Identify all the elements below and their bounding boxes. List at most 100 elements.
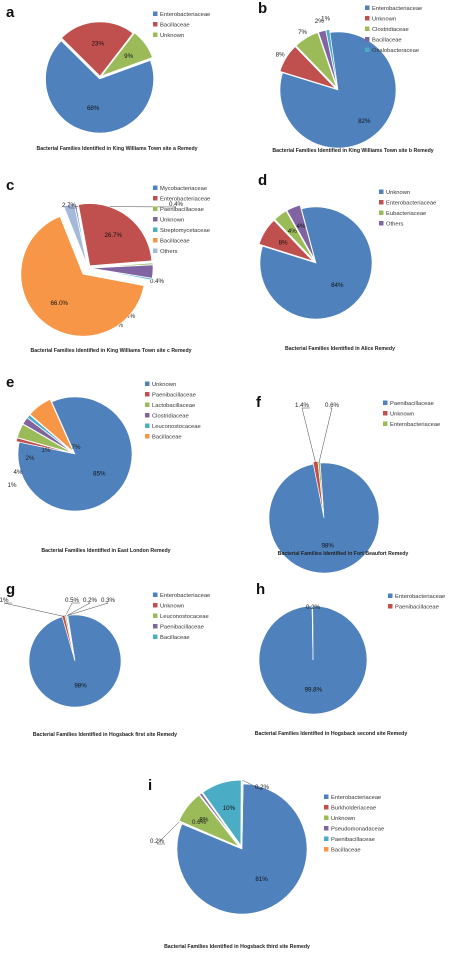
legend-label-c-5: Streptomycetaceae <box>160 228 210 234</box>
legend-swatch-f-2 <box>383 411 388 416</box>
leader-line-g-2 <box>3 602 64 617</box>
legend-swatch-d-2 <box>379 200 384 205</box>
legend-swatch-e-4 <box>145 413 150 418</box>
legend-label-i-5: Paenibacillaceae <box>331 837 375 843</box>
data-label-e-5: 1% <box>42 447 51 454</box>
leader-line-c-7 <box>68 205 77 209</box>
legend-f: Paenibacillaceae Unknown Enterobacteriacea… <box>383 400 440 428</box>
legend-a: Enterobacteriaceae Bacillaceae Unknown <box>153 11 210 39</box>
data-label-c-2: 26.7% <box>104 232 122 239</box>
pie-slice-e-3 <box>16 423 73 454</box>
pie-slice-i-4 <box>199 792 240 846</box>
pie-slice-d-3 <box>274 210 314 260</box>
legend-swatch-h-1 <box>388 593 393 598</box>
legend-swatch-c-7 <box>153 248 158 253</box>
legend-label-i-3: Unknown <box>331 816 355 822</box>
data-label-f-3: 0.6% <box>325 402 340 409</box>
chart-panel-g: g 98% 1% 0.5% 0.2% 0.3% Enterobacteriaceae Unkn… <box>0 581 210 738</box>
legend-swatch-a-2 <box>153 22 158 27</box>
panel-label-a: a <box>6 4 15 21</box>
legend-label-a-3: Unknown <box>160 33 184 39</box>
data-label-d-3: 4% <box>288 228 297 235</box>
legend-swatch-d-3 <box>379 210 384 215</box>
leader-line-g-5 <box>67 602 109 616</box>
legend-swatch-f-1 <box>383 400 388 405</box>
pie-slice-b-5 <box>325 29 338 88</box>
pie-slice-h-2 <box>311 605 314 661</box>
pie-slice-f-1 <box>268 462 380 574</box>
legend-swatch-b-1 <box>365 5 370 10</box>
legend-label-c-4: Unknown <box>160 218 184 224</box>
panel-label-i: i <box>148 777 152 794</box>
pie-slice-c-5 <box>90 268 153 281</box>
legend-label-f-1: Paenibacillaceae <box>390 401 434 407</box>
legend-label-d-4: Others <box>386 222 403 228</box>
legend-label-g-5: Bacillaceae <box>160 635 190 641</box>
legend-h: Enterobacteriaceae Paenibacillaceae <box>388 593 445 611</box>
legend-label-b-2: Unknown <box>372 17 396 23</box>
data-label-d-2: 8% <box>279 240 288 247</box>
pie-slice-c-6 <box>20 216 145 337</box>
legend-label-f-2: Unknown <box>390 412 414 418</box>
data-label-b-1: 82% <box>358 118 371 125</box>
leader-line-g-4 <box>66 602 91 616</box>
panel-label-b: b <box>258 0 267 17</box>
pie-slice-b-1 <box>279 31 397 149</box>
legend-swatch-b-5 <box>365 47 370 52</box>
legend-label-e-6: Bacillaceae <box>152 435 182 441</box>
pie-slice-e-6 <box>29 399 74 452</box>
data-label-b-4: 2% <box>315 18 324 25</box>
legend-c: Mycobacteriaceae Enterobacteriaceae Paenib… <box>153 185 210 255</box>
legend-label-i-2: Burkholderiaceae <box>331 806 376 812</box>
legend-label-a-1: Enterobacteriaceae <box>160 12 210 18</box>
chart-panel-a: a 68% 23% 9% Enterobacteriaceae Bacillaceae Un… <box>6 4 210 152</box>
legend-swatch-i-6 <box>324 847 329 852</box>
legend-label-h-2: Paenibacillaceae <box>395 605 439 611</box>
legend-label-a-2: Bacillaceae <box>160 23 190 29</box>
legend-swatch-g-4 <box>153 624 158 629</box>
data-label-a-3: 9% <box>124 53 133 60</box>
chart-panel-e: e 85% 1% 4%2% 1% 7% Unknown Paenibacillaceae Lac… <box>6 374 201 554</box>
pie-slice-c-1 <box>74 204 88 267</box>
legend-label-c-6: Bacillaceae <box>160 239 190 245</box>
pie-slice-d-2 <box>258 220 313 262</box>
legend-swatch-i-5 <box>324 836 329 841</box>
chart-title-i: Bacterial Families Identified in Hogsbac… <box>164 944 310 950</box>
data-label-f-1: 98% <box>321 542 334 549</box>
data-label-g-1: 98% <box>74 683 87 690</box>
pie-slice-b-3 <box>295 32 337 88</box>
pie-slice-i-5 <box>202 779 242 847</box>
legend-b: Enterobacteriaceae Unknown Clostridiaceae B… <box>365 5 422 54</box>
pie-slice-a-2 <box>61 21 134 77</box>
legend-swatch-i-4 <box>324 826 329 831</box>
panel-label-h: h <box>256 581 265 598</box>
legend-swatch-c-2 <box>153 196 158 201</box>
data-label-g-3: 0.5% <box>65 597 80 604</box>
legend-swatch-d-1 <box>379 189 384 194</box>
data-label-f-2: 1.4% <box>295 402 310 409</box>
data-label-i-3: 8% <box>199 817 208 824</box>
legend-label-e-1: Unknown <box>152 382 176 388</box>
chart-panel-h: h 99.8% 0.2% Enterobacteriaceae Paenibacilla… <box>255 581 446 737</box>
data-label-d-4: 4% <box>296 223 305 230</box>
legend-swatch-c-5 <box>153 227 158 232</box>
leader-line-f-2 <box>301 407 316 463</box>
legend-swatch-i-1 <box>324 794 329 799</box>
legend-swatch-c-4 <box>153 217 158 222</box>
pie-slice-b-2 <box>279 46 336 89</box>
legend-label-h-1: Enterobacteriaceae <box>395 594 445 600</box>
data-label-b-5: 1% <box>321 15 330 22</box>
pie-slice-d-1 <box>259 206 373 320</box>
legend-swatch-a-1 <box>153 11 158 16</box>
legend-label-b-1: Enterobacteriaceae <box>372 6 422 12</box>
legend-swatch-g-3 <box>153 613 158 618</box>
chart-title-h: Bacterial Families Identified in Hogsbac… <box>255 731 408 737</box>
legend-d: Unknown Enterobacteriaceae Eubacteriaceae O… <box>379 189 436 228</box>
legend-label-d-3: Eubacteriaceae <box>386 211 426 217</box>
legend-g: Enterobacteriaceae Unknown Leuconostocacea… <box>153 592 210 641</box>
legend-swatch-a-3 <box>153 32 158 37</box>
data-label-g-4: 0.2% <box>83 597 98 604</box>
chart-title-a: Bacterial Families Identified in King Wi… <box>37 146 198 152</box>
pie-slice-e-1 <box>17 396 133 512</box>
panel-label-d: d <box>258 172 267 189</box>
